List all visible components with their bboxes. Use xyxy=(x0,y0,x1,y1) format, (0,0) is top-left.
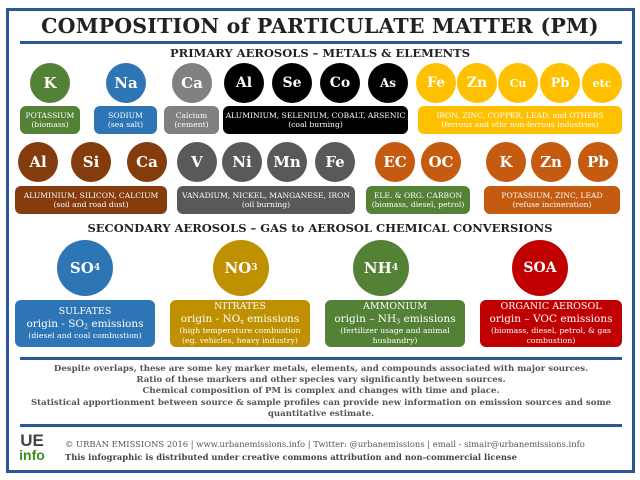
element-circle-zn-refuse: Zn xyxy=(531,142,571,182)
element-circle-al-dust: Al xyxy=(18,142,58,182)
notes-block: Despite overlaps, these are some key mar… xyxy=(20,364,622,420)
source-box-calcium: Calcium (cement) xyxy=(164,106,219,134)
source-label: POTASSIUM, ZINC, LEAD xyxy=(501,190,603,200)
note-line: Chemical composition of PM is complex an… xyxy=(142,386,500,397)
compound-origin: origin - NOx emissions xyxy=(180,312,300,326)
notes-divider-top xyxy=(20,357,622,360)
element-circle-ec: EC xyxy=(375,142,415,182)
compound-origin: origin – VOC emissions xyxy=(489,313,613,326)
note-line: quantitative estimate. xyxy=(267,408,375,419)
compound-circle-so4: SO 4 xyxy=(57,240,113,296)
footer-credits: © URBAN EMISSIONS 2016 | www.urbanemissi… xyxy=(65,439,585,449)
note-line: Statistical apportionment between source… xyxy=(30,397,612,408)
compound-detail-2: combustion) xyxy=(526,336,576,345)
source-label: Calcium xyxy=(175,110,208,120)
source-origin: (biomass, diesel, petrol) xyxy=(371,200,465,209)
compound-detail: (diesel and coal combustion) xyxy=(28,331,142,341)
infographic-frame xyxy=(6,8,635,473)
notes-divider-bottom xyxy=(20,424,622,427)
element-circle-co: Co xyxy=(320,63,360,103)
element-circle-na: Na xyxy=(106,63,146,103)
compound-origin: origin – NH3 emissions xyxy=(334,312,456,326)
element-circle-etc: etc xyxy=(582,63,622,103)
source-box-dust: ALUMINIUM, SILICON, CALCIUM (soil and ro… xyxy=(15,186,167,214)
compound-detail-2: (eg. vehicles, heavy industry) xyxy=(182,336,298,346)
element-circle-al: Al xyxy=(224,63,264,103)
source-origin: (ferrous and othr non-ferrous industries… xyxy=(441,120,599,129)
source-box-coal-burning: ALUMINIUM, SELENIUM, COBALT, ARSENIC (co… xyxy=(223,106,408,134)
footer-license: This infographic is distributed under cr… xyxy=(65,451,517,462)
compound-circle-no3: NO 3 xyxy=(213,240,269,296)
compound-circle-nh4: NH 4 xyxy=(353,240,409,296)
source-box-sodium: SODIUM (sea salt) xyxy=(94,106,157,134)
source-box-industries: IRON, ZINC, COPPER, LEAD, and OTHERS (fe… xyxy=(418,106,622,134)
element-circle-se: Se xyxy=(272,63,312,103)
secondary-heading: SECONDARY AEROSOLS – GAS to AEROSOL CHEM… xyxy=(87,221,553,235)
element-circle-ca: Ca xyxy=(172,63,212,103)
source-label: VANADIUM, NICKEL, MANGANESE, IRON xyxy=(181,190,350,200)
element-circle-k-refuse: K xyxy=(486,142,526,182)
compound-box-organic-aerosol: ORGANIC AEROSOL origin – VOC emissions (… xyxy=(480,300,622,347)
compound-circle-soa: SOA xyxy=(512,240,568,296)
source-box-carbon: ELE. & ORG. CARBON (biomass, diesel, pet… xyxy=(366,186,470,214)
element-circle-fe: Fe xyxy=(416,63,456,103)
element-circle-pb-refuse: Pb xyxy=(578,142,618,182)
compound-name: NITRATES xyxy=(214,301,266,313)
source-label: POTASSIUM xyxy=(25,110,75,120)
compound-name: AMMONIUM xyxy=(363,301,427,313)
element-circle-as: As xyxy=(368,63,408,103)
source-origin: (refuse incineration) xyxy=(512,200,592,209)
source-label: IRON, ZINC, COPPER, LEAD, and OTHERS xyxy=(436,110,604,120)
compound-origin: origin - SO2 emissions xyxy=(26,317,144,331)
source-origin: (soil and road dust) xyxy=(53,200,129,209)
element-circle-cu: Cu xyxy=(498,63,538,103)
page-title: COMPOSITION of PARTICULATE MATTER (PM) xyxy=(41,14,599,38)
source-box-oil-burning: VANADIUM, NICKEL, MANGANESE, IRON (oil b… xyxy=(177,186,355,214)
element-circle-si: Si xyxy=(71,142,111,182)
source-label: SODIUM xyxy=(108,110,143,120)
source-label: ALUMINIUM, SILICON, CALCIUM xyxy=(23,190,159,200)
primary-heading: PRIMARY AEROSOLS – METALS & ELEMENTS xyxy=(170,46,470,60)
element-circle-pb: Pb xyxy=(540,63,580,103)
element-circle-fe-oil: Fe xyxy=(315,142,355,182)
element-circle-mn: Mn xyxy=(267,142,307,182)
element-circle-k: K xyxy=(30,63,70,103)
source-origin: (cement) xyxy=(174,120,209,129)
note-line: Ratio of these markers and other species… xyxy=(136,375,506,386)
ue-info-logo: UE info xyxy=(19,431,45,464)
compound-detail: (biomass, diesel, petrol, & gas xyxy=(490,326,612,336)
source-origin: (sea salt) xyxy=(107,120,144,129)
source-box-potassium: POTASSIUM (biomass) xyxy=(20,106,80,134)
source-label: ALUMINIUM, SELENIUM, COBALT, ARSENIC xyxy=(225,110,406,120)
compound-detail: (high temperature combustion xyxy=(179,326,301,336)
compound-box-ammonium: AMMONIUM origin – NH3 emissions (fertili… xyxy=(325,300,465,347)
compound-detail: (fertilizer usage and animal xyxy=(340,326,450,336)
compound-detail-2: husbandry) xyxy=(372,336,418,346)
note-line: Despite overlaps, these are some key mar… xyxy=(53,364,589,374)
footer: © URBAN EMISSIONS 2016 | www.urbanemissi… xyxy=(65,438,585,463)
element-circle-oc: OC xyxy=(421,142,461,182)
source-label: ELE. & ORG. CARBON xyxy=(373,190,463,200)
element-circle-ca-dust: Ca xyxy=(127,142,167,182)
source-box-incineration: POTASSIUM, ZINC, LEAD (refuse incinerati… xyxy=(484,186,620,214)
compound-box-nitrates: NITRATES origin - NOx emissions (high te… xyxy=(170,300,310,347)
compound-box-sulfates: SULFATES origin - SO2 emissions (diesel … xyxy=(15,300,155,347)
element-circle-zn: Zn xyxy=(457,63,497,103)
source-origin: (biomass) xyxy=(31,120,69,129)
compound-name: SULFATES xyxy=(58,305,112,317)
element-circle-ni: Ni xyxy=(222,142,262,182)
title-divider xyxy=(20,41,622,44)
source-origin: (coal burning) xyxy=(288,120,343,129)
element-circle-v: V xyxy=(177,142,217,182)
source-origin: (oil burning) xyxy=(241,200,291,209)
compound-name: ORGANIC AEROSOL xyxy=(500,301,602,313)
